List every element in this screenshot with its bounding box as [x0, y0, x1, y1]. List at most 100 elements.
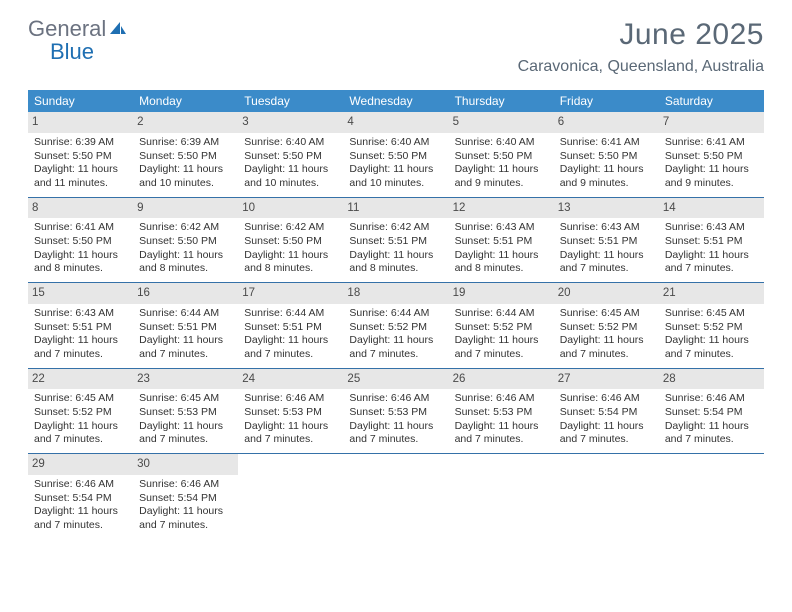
daylight-text-1: Daylight: 11 hours — [242, 334, 339, 348]
day-number: 27 — [554, 369, 659, 390]
daylight-text-2: and 7 minutes. — [558, 262, 655, 276]
sunset-text: Sunset: 5:50 PM — [453, 150, 550, 164]
day-number: 12 — [449, 198, 554, 219]
daylight-text-1: Daylight: 11 hours — [663, 334, 760, 348]
day-cell: 11Sunrise: 6:42 AMSunset: 5:51 PMDayligh… — [343, 198, 448, 283]
sunrise-text: Sunrise: 6:46 AM — [32, 478, 129, 492]
daylight-text-1: Daylight: 11 hours — [137, 249, 234, 263]
daylight-text-1: Daylight: 11 hours — [558, 249, 655, 263]
daylight-text-2: and 7 minutes. — [453, 433, 550, 447]
day-cell: 14Sunrise: 6:43 AMSunset: 5:51 PMDayligh… — [659, 198, 764, 283]
day-number: 21 — [659, 283, 764, 304]
weekday-header: Saturday — [659, 90, 764, 112]
day-cell: 12 Sunrise: 6:43 AMSunset: 5:51 PMDayligh… — [449, 198, 554, 283]
day-number: 18 — [343, 283, 448, 304]
day-number: 19 — [449, 283, 554, 304]
sunrise-text: Sunrise: 6:43 AM — [453, 221, 550, 235]
sunrise-text: Sunrise: 6:44 AM — [242, 307, 339, 321]
sunset-text: Sunset: 5:53 PM — [453, 406, 550, 420]
daylight-text-1: Daylight: 11 hours — [558, 334, 655, 348]
weekday-header-row: Sunday Monday Tuesday Wednesday Thursday… — [28, 90, 764, 112]
daylight-text-2: and 7 minutes. — [137, 348, 234, 362]
daylight-text-1: Daylight: 11 hours — [347, 420, 444, 434]
empty-cell — [238, 454, 343, 539]
sunrise-text: Sunrise: 6:40 AM — [453, 136, 550, 150]
sunrise-text: Sunrise: 6:41 AM — [32, 221, 129, 235]
daylight-text-1: Daylight: 11 hours — [242, 420, 339, 434]
day-number: 4 — [343, 112, 448, 133]
daylight-text-1: Daylight: 11 hours — [453, 163, 550, 177]
sunrise-text: Sunrise: 6:41 AM — [558, 136, 655, 150]
daylight-text-1: Daylight: 11 hours — [453, 249, 550, 263]
day-number: 5 — [449, 112, 554, 133]
day-cell: 26Sunrise: 6:46 AMSunset: 5:53 PMDayligh… — [449, 369, 554, 454]
daylight-text-2: and 7 minutes. — [558, 433, 655, 447]
daylight-text-2: and 8 minutes. — [137, 262, 234, 276]
header: General Blue June 2025 Caravonica, Queen… — [0, 0, 792, 80]
sail-icon — [108, 20, 128, 41]
sunrise-text: Sunrise: 6:44 AM — [137, 307, 234, 321]
day-cell: 23Sunrise: 6:45 AMSunset: 5:53 PMDayligh… — [133, 369, 238, 454]
daylight-text-1: Daylight: 11 hours — [137, 334, 234, 348]
title-block: June 2025 Caravonica, Queensland, Austra… — [518, 18, 764, 76]
sunset-text: Sunset: 5:54 PM — [663, 406, 760, 420]
sunset-text: Sunset: 5:51 PM — [453, 235, 550, 249]
sunset-text: Sunset: 5:52 PM — [558, 321, 655, 335]
daylight-text-1: Daylight: 11 hours — [663, 420, 760, 434]
day-cell: 25Sunrise: 6:46 AMSunset: 5:53 PMDayligh… — [343, 369, 448, 454]
day-number: 13 — [554, 198, 659, 219]
daylight-text-1: Daylight: 11 hours — [32, 249, 129, 263]
daylight-text-1: Daylight: 11 hours — [137, 420, 234, 434]
sunset-text: Sunset: 5:50 PM — [347, 150, 444, 164]
weekday-header: Wednesday — [343, 90, 448, 112]
weekday-header: Sunday — [28, 90, 133, 112]
daylight-text-2: and 7 minutes. — [137, 519, 234, 533]
weekday-header: Monday — [133, 90, 238, 112]
week-row: 15Sunrise: 6:43 AMSunset: 5:51 PMDayligh… — [28, 282, 764, 368]
day-cell: 5 Sunrise: 6:40 AMSunset: 5:50 PMDaylight… — [449, 112, 554, 197]
weeks-container: 1Sunrise: 6:39 AMSunset: 5:50 PMDaylight… — [28, 112, 764, 539]
day-cell: 21Sunrise: 6:45 AMSunset: 5:52 PMDayligh… — [659, 283, 764, 368]
calendar: Sunday Monday Tuesday Wednesday Thursday… — [28, 90, 764, 539]
day-cell: 6Sunrise: 6:41 AMSunset: 5:50 PMDaylight… — [554, 112, 659, 197]
sunset-text: Sunset: 5:53 PM — [242, 406, 339, 420]
daylight-text-1: Daylight: 11 hours — [242, 163, 339, 177]
sunset-text: Sunset: 5:51 PM — [242, 321, 339, 335]
week-row: 29Sunrise: 6:46 AMSunset: 5:54 PMDayligh… — [28, 453, 764, 539]
logo-word-general: General — [28, 16, 106, 41]
daylight-text-1: Daylight: 11 hours — [347, 163, 444, 177]
empty-cell — [449, 454, 554, 539]
day-number: 30 — [133, 454, 238, 475]
week-row: 1Sunrise: 6:39 AMSunset: 5:50 PMDaylight… — [28, 112, 764, 197]
daylight-text-2: and 7 minutes. — [32, 348, 129, 362]
day-cell: 17Sunrise: 6:44 AMSunset: 5:51 PMDayligh… — [238, 283, 343, 368]
logo-text: General Blue — [28, 18, 128, 64]
daylight-text-2: and 7 minutes. — [663, 433, 760, 447]
sunrise-text: Sunrise: 6:40 AM — [242, 136, 339, 150]
daylight-text-2: and 7 minutes. — [347, 348, 444, 362]
day-cell: 22Sunrise: 6:45 AMSunset: 5:52 PMDayligh… — [28, 369, 133, 454]
sunset-text: Sunset: 5:50 PM — [242, 235, 339, 249]
daylight-text-2: and 8 minutes. — [453, 262, 550, 276]
sunrise-text: Sunrise: 6:46 AM — [347, 392, 444, 406]
day-number: 29 — [28, 454, 133, 475]
daylight-text-2: and 7 minutes. — [137, 433, 234, 447]
day-cell: 16Sunrise: 6:44 AMSunset: 5:51 PMDayligh… — [133, 283, 238, 368]
sunrise-text: Sunrise: 6:46 AM — [242, 392, 339, 406]
daylight-text-2: and 7 minutes. — [242, 348, 339, 362]
sunrise-text: Sunrise: 6:46 AM — [663, 392, 760, 406]
day-cell: 20Sunrise: 6:45 AMSunset: 5:52 PMDayligh… — [554, 283, 659, 368]
sunset-text: Sunset: 5:54 PM — [137, 492, 234, 506]
day-number: 22 — [28, 369, 133, 390]
daylight-text-1: Daylight: 11 hours — [242, 249, 339, 263]
day-cell: 9Sunrise: 6:42 AMSunset: 5:50 PMDaylight… — [133, 198, 238, 283]
sunset-text: Sunset: 5:52 PM — [347, 321, 444, 335]
week-row: 8Sunrise: 6:41 AMSunset: 5:50 PMDaylight… — [28, 197, 764, 283]
sunset-text: Sunset: 5:54 PM — [558, 406, 655, 420]
weekday-header: Tuesday — [238, 90, 343, 112]
sunset-text: Sunset: 5:51 PM — [32, 321, 129, 335]
daylight-text-2: and 9 minutes. — [453, 177, 550, 191]
daylight-text-2: and 7 minutes. — [558, 348, 655, 362]
sunset-text: Sunset: 5:50 PM — [137, 150, 234, 164]
weekday-header: Friday — [554, 90, 659, 112]
